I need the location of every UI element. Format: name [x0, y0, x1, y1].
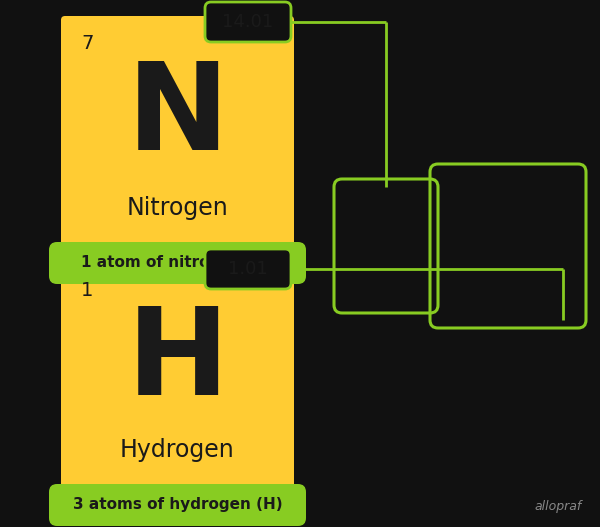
FancyBboxPatch shape: [205, 249, 291, 289]
FancyBboxPatch shape: [205, 2, 291, 42]
FancyBboxPatch shape: [49, 242, 306, 284]
Text: H: H: [127, 303, 229, 420]
Text: 14.01: 14.01: [223, 13, 274, 31]
Text: 3 atoms of hydrogen (H): 3 atoms of hydrogen (H): [73, 497, 283, 512]
FancyBboxPatch shape: [61, 263, 294, 496]
Text: 1 atom of nitrogen (N): 1 atom of nitrogen (N): [82, 256, 274, 270]
Text: 7: 7: [81, 34, 94, 53]
FancyBboxPatch shape: [49, 484, 306, 526]
Text: N: N: [127, 58, 229, 175]
Text: Hydrogen: Hydrogen: [120, 438, 235, 462]
Text: allopraf: allopraf: [535, 500, 582, 513]
FancyBboxPatch shape: [61, 16, 294, 254]
Text: 1.01: 1.01: [228, 260, 268, 278]
Text: Nitrogen: Nitrogen: [127, 196, 229, 220]
Text: 1: 1: [81, 281, 94, 300]
